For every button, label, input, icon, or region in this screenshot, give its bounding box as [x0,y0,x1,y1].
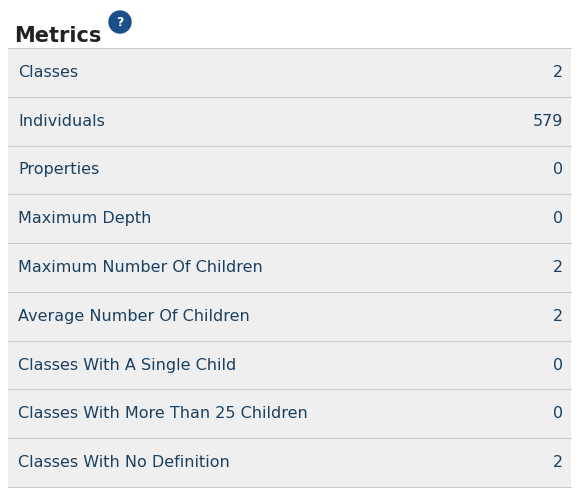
FancyBboxPatch shape [8,97,571,145]
Text: Classes With A Single Child: Classes With A Single Child [18,357,236,373]
Text: Classes: Classes [18,65,78,80]
Text: 2: 2 [553,260,563,275]
Text: 2: 2 [553,455,563,470]
Text: Average Number Of Children: Average Number Of Children [18,309,250,324]
Text: Individuals: Individuals [18,114,105,129]
Text: Metrics: Metrics [14,26,101,46]
Circle shape [109,11,131,33]
Text: Properties: Properties [18,163,99,177]
FancyBboxPatch shape [8,243,571,292]
Text: Classes With More Than 25 Children: Classes With More Than 25 Children [18,407,308,421]
Text: 0: 0 [553,407,563,421]
Text: Classes With No Definition: Classes With No Definition [18,455,230,470]
Text: 0: 0 [553,211,563,226]
FancyBboxPatch shape [8,341,571,389]
Text: 579: 579 [533,114,563,129]
Text: 0: 0 [553,357,563,373]
Text: Maximum Number Of Children: Maximum Number Of Children [18,260,263,275]
FancyBboxPatch shape [8,48,571,97]
FancyBboxPatch shape [8,145,571,194]
FancyBboxPatch shape [8,292,571,341]
Text: Maximum Depth: Maximum Depth [18,211,151,226]
FancyBboxPatch shape [8,194,571,243]
Text: 2: 2 [553,309,563,324]
Text: 0: 0 [553,163,563,177]
Text: ?: ? [116,16,124,29]
FancyBboxPatch shape [8,389,571,438]
Text: 2: 2 [553,65,563,80]
FancyBboxPatch shape [8,438,571,487]
